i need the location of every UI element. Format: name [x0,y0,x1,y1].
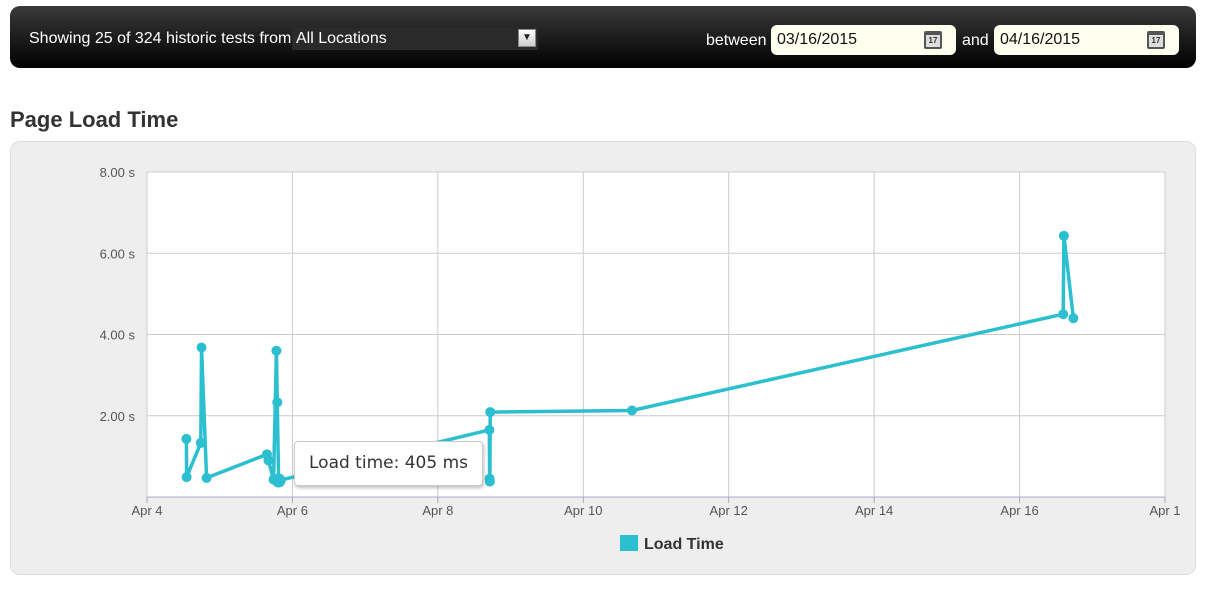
calendar-icon[interactable]: 17 [924,31,942,49]
y-tick-label: 8.00 s [100,165,136,180]
showing-text: Showing 25 of 324 historic tests from [29,30,292,47]
data-point [1058,230,1069,241]
chart-tooltip: Load time: 405 ms [294,441,483,486]
data-point [196,342,207,353]
data-point [1058,309,1069,320]
x-tick-label: Apr 16 [1000,503,1038,518]
page-title: Page Load Time [10,107,179,132]
end-date-input[interactable]: 04/16/2015 17 [994,25,1179,55]
x-tick-label: Apr 8 [422,503,453,518]
x-tick-label: Apr 6 [277,503,308,518]
location-select[interactable]: All Locations ▼ [292,28,538,50]
x-tick-label: Apr 12 [710,503,748,518]
y-tick-label: 2.00 s [100,409,136,424]
data-point [271,345,282,356]
x-tick-label: Apr 10 [564,503,602,518]
start-date-input[interactable]: 03/16/2015 17 [771,25,956,55]
x-tick-label: Apr 14 [855,503,893,518]
end-date-value: 04/16/2015 [1000,31,1081,48]
chevron-down-icon[interactable]: ▼ [518,29,536,47]
data-point [627,405,638,416]
x-tick-label: Apr 4 [131,503,162,518]
data-point [181,433,192,444]
and-label: and [962,32,989,49]
data-point [484,424,495,435]
data-point [263,455,274,466]
data-point [485,407,496,418]
filter-bar: Showing 25 of 324 historic tests from Al… [10,6,1196,68]
data-point [201,472,212,483]
between-label: between [706,32,767,49]
y-tick-label: 4.00 s [100,328,136,343]
location-value: All Locations [296,30,387,47]
data-point [272,397,283,408]
data-point [181,472,192,483]
start-date-value: 03/16/2015 [777,31,858,48]
x-tick-label: Apr 1 [1149,503,1180,518]
data-point [195,437,206,448]
legend-swatch [620,535,638,551]
legend-label: Load Time [644,536,724,553]
data-point [484,476,495,487]
y-tick-label: 6.00 s [100,246,136,261]
data-point [1068,313,1079,324]
calendar-icon[interactable]: 17 [1147,31,1165,49]
legend-item-load-time[interactable]: Load Time [620,535,724,554]
data-point [271,473,286,488]
